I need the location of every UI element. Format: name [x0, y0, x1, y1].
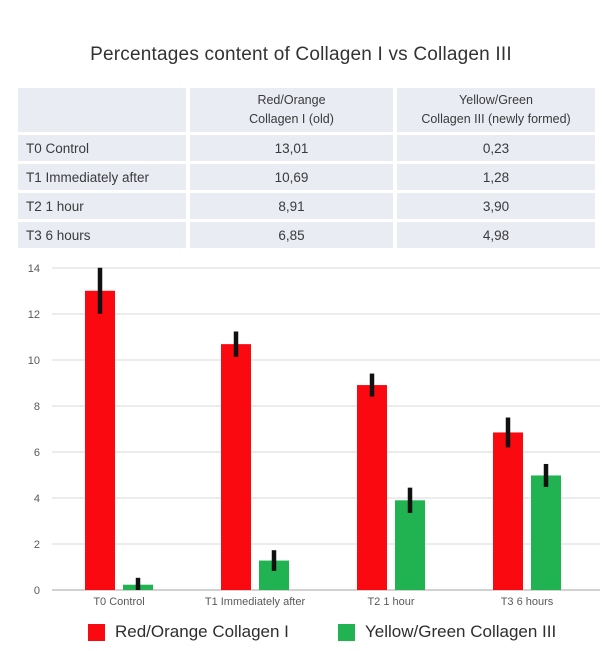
bar-chart: 0 2 4 6 8 10 12 14 T0 Control T1 Immediately afte…: [0, 255, 602, 651]
legend-swatch-red: [88, 623, 105, 641]
table-cell-value: 6,85: [190, 222, 393, 248]
y-tick-label: 4: [34, 493, 40, 505]
y-tick-label: 12: [28, 309, 40, 321]
table-cell-value: 1,28: [397, 164, 595, 190]
legend-label: Yellow/Green Collagen III: [365, 622, 557, 641]
bar-chart-canvas: 0 2 4 6 8 10 12 14 T0 Control T1 Immediately afte…: [28, 263, 600, 608]
y-tick-label: 6: [34, 447, 40, 459]
legend-swatch-green: [338, 623, 355, 641]
table-row-label: T1 Immediately after: [18, 164, 186, 190]
legend-item-collagen3: Yellow/Green Collagen III: [338, 622, 556, 642]
x-category-label: T1 Immediately after: [205, 596, 306, 608]
bar-collagen1: [85, 290, 115, 590]
table-cell-value: 0,23: [397, 135, 595, 161]
bar-collagen1: [493, 432, 523, 590]
header-line: Collagen I (old): [249, 112, 334, 126]
table-header-collagen3: Yellow/Green Collagen III (newly formed): [397, 88, 595, 132]
y-tick-label: 14: [28, 263, 40, 275]
table-row-label: T0 Control: [18, 135, 186, 161]
bar-collagen3: [531, 475, 561, 590]
table-cell-value: 8,91: [190, 193, 393, 219]
header-line: Collagen III (newly formed): [421, 112, 571, 126]
y-tick-label: 8: [34, 401, 40, 413]
bar-collagen1: [357, 385, 387, 590]
table-header-empty: [18, 88, 186, 132]
table-cell-value: 10,69: [190, 164, 393, 190]
table-cell-value: 13,01: [190, 135, 393, 161]
chart-legend: Red/Orange Collagen I Yellow/Green Colla…: [0, 622, 602, 646]
header-line: Red/Orange: [257, 93, 326, 107]
table-cell-value: 3,90: [397, 193, 595, 219]
x-category-label: T0 Control: [93, 596, 144, 608]
y-tick-label: 10: [28, 355, 40, 367]
bar-collagen1: [221, 344, 251, 590]
table-row-label: T3 6 hours: [18, 222, 186, 248]
x-category-label: T3 6 hours: [501, 596, 554, 608]
x-category-label: T2 1 hour: [367, 596, 414, 608]
legend-item-collagen1: Red/Orange Collagen I: [88, 622, 289, 642]
table-row-label: T2 1 hour: [18, 193, 186, 219]
header-line: Yellow/Green: [459, 93, 533, 107]
collagen-data-table: Red/Orange Collagen I (old) Yellow/Green…: [18, 88, 595, 248]
legend-label: Red/Orange Collagen I: [115, 622, 289, 641]
table-header-collagen1: Red/Orange Collagen I (old): [190, 88, 393, 132]
y-tick-label: 2: [34, 539, 40, 551]
y-tick-label: 0: [34, 585, 40, 597]
page-title: Percentages content of Collagen I vs Col…: [90, 44, 512, 65]
bar-collagen3: [395, 500, 425, 590]
table-cell-value: 4,98: [397, 222, 595, 248]
